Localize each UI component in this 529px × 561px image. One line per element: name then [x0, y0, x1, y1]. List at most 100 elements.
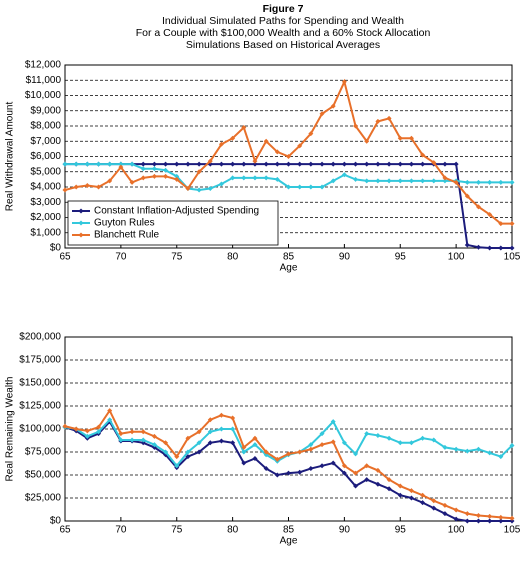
y-tick-label: $12,000 — [25, 60, 62, 71]
marker — [207, 186, 213, 192]
marker — [364, 138, 370, 144]
marker — [464, 448, 470, 454]
marker — [297, 161, 303, 167]
marker — [386, 477, 392, 483]
marker — [84, 182, 90, 188]
marker — [286, 470, 291, 476]
x-tick-label: 90 — [339, 252, 351, 263]
marker — [107, 178, 113, 184]
marker — [498, 514, 504, 520]
marker — [386, 486, 392, 492]
marker — [129, 179, 135, 185]
marker — [341, 172, 347, 178]
marker — [207, 417, 213, 423]
marker — [241, 161, 247, 167]
x-tick-label: 70 — [115, 525, 127, 536]
marker — [274, 176, 280, 182]
marker — [453, 446, 459, 452]
marker — [163, 161, 169, 167]
marker — [464, 193, 470, 199]
marker — [475, 518, 481, 524]
marker — [464, 511, 470, 517]
y-tick-label: $9,000 — [30, 105, 61, 116]
marker — [62, 161, 68, 167]
marker — [442, 444, 448, 450]
marker — [341, 161, 347, 167]
x-tick-label: 100 — [448, 525, 465, 536]
marker — [375, 118, 381, 124]
figure-subtitle: For a Couple with $100,000 Wealth and a … — [136, 27, 431, 39]
series — [62, 408, 515, 521]
marker — [140, 175, 146, 181]
marker — [96, 424, 102, 430]
legend-box — [67, 200, 279, 246]
marker — [151, 442, 157, 448]
y-tick-label: $5,000 — [30, 166, 61, 177]
marker — [62, 187, 68, 193]
marker — [241, 449, 247, 455]
marker — [218, 161, 224, 167]
marker — [286, 451, 291, 457]
marker — [353, 470, 359, 476]
marker — [487, 179, 493, 185]
x-tick-label: 65 — [59, 525, 71, 536]
marker — [163, 449, 169, 455]
legend-label: Constant Inflation-Adjusted Spending — [94, 206, 259, 217]
marker — [252, 442, 258, 448]
marker — [442, 175, 448, 181]
x-tick-label: 100 — [448, 252, 465, 263]
marker — [431, 160, 437, 166]
marker — [185, 435, 191, 441]
marker — [241, 125, 247, 131]
marker — [140, 429, 146, 435]
marker — [230, 440, 236, 446]
marker — [341, 470, 347, 476]
y-tick-label: $1,000 — [30, 227, 61, 238]
x-tick-label: 80 — [227, 252, 239, 263]
legend-label: Blanchett Rule — [94, 230, 159, 241]
marker — [218, 426, 224, 432]
marker — [252, 435, 258, 441]
marker — [62, 423, 68, 429]
marker — [431, 498, 437, 504]
legend-marker — [78, 208, 84, 214]
x-tick-label: 95 — [395, 525, 407, 536]
marker — [241, 444, 247, 450]
marker — [230, 161, 236, 167]
marker — [129, 429, 135, 435]
marker — [107, 417, 113, 423]
y-tick-label: $7,000 — [30, 136, 61, 147]
marker — [196, 161, 202, 167]
marker — [129, 437, 135, 443]
marker — [308, 442, 314, 448]
figure-subtitle: Individual Simulated Paths for Spending … — [162, 15, 404, 27]
marker — [408, 440, 414, 446]
marker — [498, 179, 504, 185]
marker — [107, 161, 113, 167]
marker — [330, 161, 336, 167]
legend: Constant Inflation-Adjusted SpendingGuyt… — [67, 200, 279, 246]
marker — [286, 161, 291, 167]
marker — [129, 161, 135, 167]
marker — [431, 437, 437, 443]
marker — [230, 415, 236, 421]
marker — [151, 166, 157, 172]
marker — [140, 437, 146, 443]
x-tick-label: 75 — [171, 252, 183, 263]
y-tick-label: $0 — [50, 516, 62, 527]
x-tick-label: 105 — [504, 252, 521, 263]
marker — [73, 426, 79, 432]
marker — [252, 161, 258, 167]
y-axis-label: Real Remaining Wealth — [5, 377, 16, 482]
y-tick-label: $100,000 — [19, 424, 61, 435]
marker — [475, 204, 481, 210]
marker — [509, 179, 515, 185]
x-axis-label: Age — [280, 536, 298, 547]
marker — [163, 167, 169, 173]
marker — [174, 161, 180, 167]
marker — [475, 244, 481, 250]
marker — [420, 492, 426, 498]
marker — [397, 483, 403, 489]
marker — [263, 175, 269, 181]
marker — [140, 166, 146, 172]
